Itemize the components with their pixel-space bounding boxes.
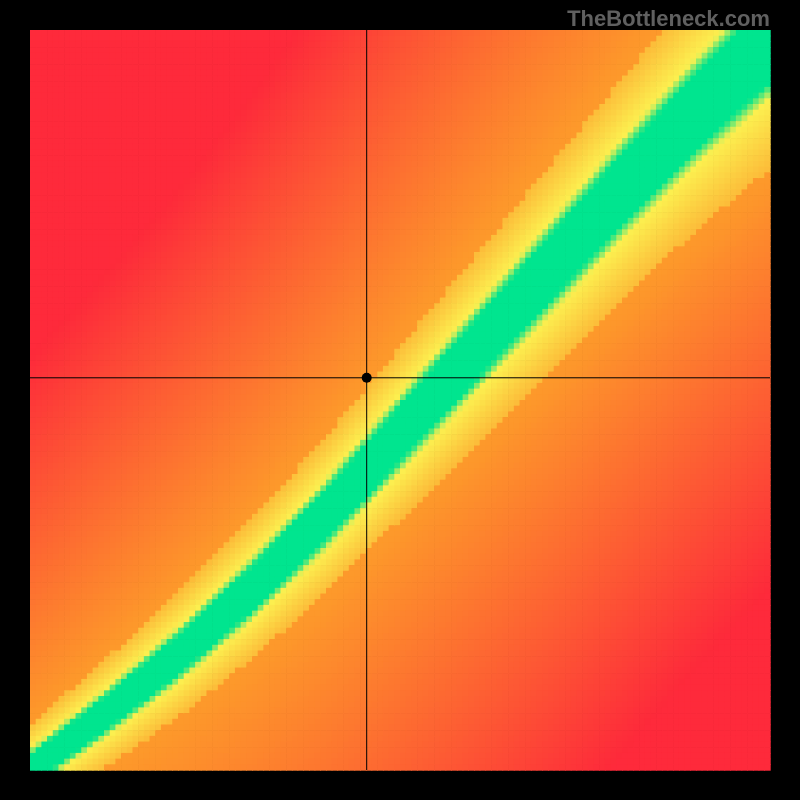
chart-container: TheBottleneck.com — [0, 0, 800, 800]
bottleneck-heatmap — [0, 0, 800, 800]
watermark-text: TheBottleneck.com — [567, 6, 770, 32]
